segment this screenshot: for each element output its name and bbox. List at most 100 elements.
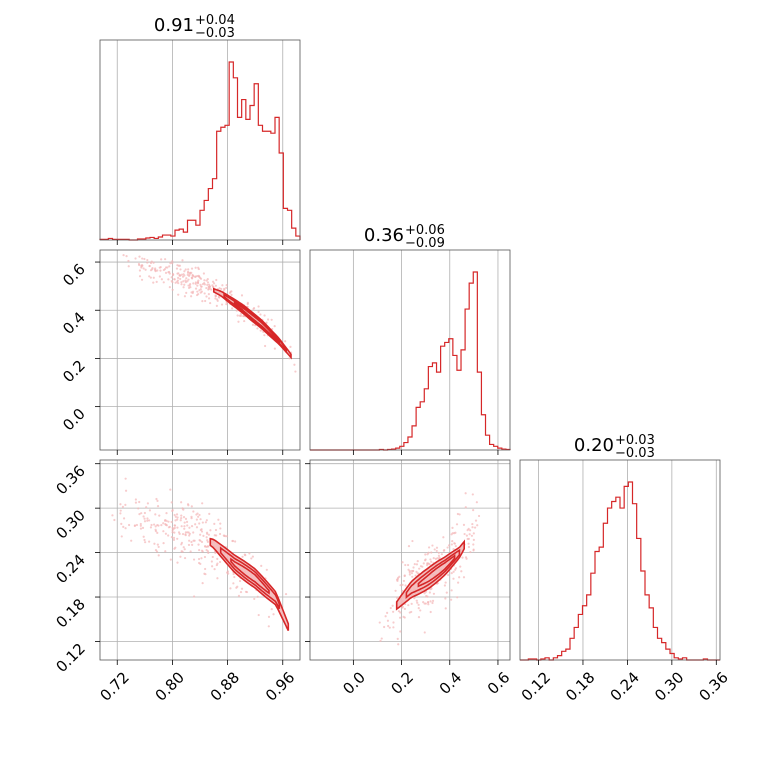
scatter-panel-1-3-sample	[215, 563, 218, 567]
scatter-panel-2-3-sample	[462, 576, 466, 579]
scatter-panel-1-2-sample	[158, 266, 161, 269]
scatter-panel-1-3-sample	[154, 530, 158, 533]
scatter-panel-1-2-sample	[214, 294, 217, 297]
scatter-panel-1-2-sample	[167, 278, 170, 281]
scatter-panel-2-3-sample	[430, 551, 433, 554]
scatter-panel-1-3-frame	[99, 459, 301, 661]
scatter-panel-1-2-sample	[214, 297, 217, 300]
scatter-panel-1-3-sample	[190, 515, 193, 518]
scatter-panel-1-3-sample	[207, 533, 210, 536]
scatter-panel-1-2-sample	[152, 261, 155, 264]
scatter-panel-1-3-sample	[139, 527, 143, 530]
scatter-panel-2-3-sample	[407, 568, 410, 571]
scatter-panel-2-3-sample	[398, 575, 401, 578]
scatter-panel-2-3-sample	[437, 554, 441, 557]
scatter-panel-2-3-sample	[421, 565, 424, 568]
scatter-panel-1-3-sample	[162, 542, 165, 545]
scatter-panel-2-3-sample	[452, 570, 455, 573]
scatter-panel-1-3-sample	[214, 551, 217, 555]
scatter-panel-2-3-sample	[383, 625, 386, 629]
scatter-panel-1-3-sample	[190, 505, 193, 508]
scatter-panel-1-2-sample	[138, 269, 142, 272]
scatter-panel-1-3-sample	[155, 550, 159, 553]
scatter-panel-1-2-sample	[236, 314, 239, 317]
scatter-panel-2-3-sample	[415, 599, 418, 602]
scatter-panel-1-2-sample	[171, 280, 174, 284]
scatter-panel-2-3-sample	[379, 639, 382, 642]
scatter-panel-2-3-sample	[389, 606, 392, 610]
scatter-panel-2-3-sample	[427, 562, 430, 565]
scatter-panel-1-3-sample	[173, 513, 176, 517]
scatter-panel-1-2-sample	[127, 265, 130, 268]
scatter-panel-1-2-sample	[142, 267, 145, 270]
scatter-panel-2-3-sample	[458, 513, 461, 516]
scatter-panel-1-3-ytick-label-4: 0.36	[52, 462, 88, 498]
scatter-panel-2-3-sample	[429, 558, 432, 561]
scatter-panel-2-3-sample	[404, 584, 407, 587]
scatter-panel-1-3-sample	[154, 513, 157, 516]
scatter-panel-1-2-sample	[203, 279, 206, 282]
scatter-panel-1-3-sample	[197, 543, 200, 546]
scatter-panel-1-3-sample	[167, 534, 170, 537]
scatter-panel-1-2-sample	[187, 278, 190, 281]
scatter-panel-1-3-sample	[200, 540, 204, 544]
scatter-panel-1-3-sample	[170, 501, 173, 504]
scatter-panel-1-3-sample	[160, 524, 163, 527]
scatter-panel-1-3-sample	[157, 545, 160, 549]
scatter-panel-1-3-sample	[184, 534, 187, 537]
scatter-panel-2-3-xtick-label-0: 0.0	[339, 668, 369, 698]
scatter-panel-2-3-sample	[430, 560, 433, 563]
scatter-panel-1-3-sample	[217, 518, 220, 521]
scatter-panel-1-2-sample	[265, 321, 268, 324]
scatter-panel-1-3-sample	[206, 540, 209, 543]
scatter-panel-2-3-sample	[436, 557, 439, 560]
scatter-panel-2-3-sample	[417, 616, 421, 619]
scatter-panel-2-3-sample	[472, 538, 475, 541]
scatter-panel-2-3-sample	[410, 610, 413, 614]
scatter-panel-1-3-sample	[173, 547, 176, 550]
scatter-panel-1-3-sample	[192, 510, 195, 513]
scatter-panel-1-3-sample	[188, 539, 191, 542]
scatter-panel-2-3-sample	[467, 542, 470, 545]
scatter-panel-1-3-sample	[127, 523, 131, 527]
scatter-panel-2-3-sample	[403, 607, 407, 611]
scatter-panel-2-3-sample	[459, 565, 462, 568]
scatter-panel-2-3-sample	[472, 549, 475, 552]
scatter-panel-1-3-sample	[146, 502, 150, 505]
scatter-panel-2-3-sample	[408, 573, 411, 576]
scatter-panel-2-3-sample	[446, 546, 449, 549]
scatter-panel-1-2-sample	[205, 286, 208, 290]
scatter-panel-2-3-sample	[418, 567, 421, 570]
scatter-panel-1-2-sample	[182, 273, 185, 276]
scatter-panel-1-3-sample	[171, 531, 174, 534]
scatter-panel-2-3-sample	[450, 589, 453, 592]
scatter-panel-2-3-sample	[425, 594, 428, 598]
scatter-panel-1-2-sample	[190, 276, 194, 279]
scatter-panel-1-3-sample	[122, 525, 125, 528]
title-minus-error: −0.03	[195, 26, 235, 41]
scatter-panel-1-2-sample	[199, 288, 202, 291]
scatter-panel-2-3-sample	[397, 610, 401, 613]
scatter-panel-2-3-sample	[397, 643, 400, 646]
scatter-panel-1-3-xtick-label-2: 0.88	[207, 668, 243, 704]
scatter-panel-1-2-sample	[197, 266, 200, 269]
scatter-panel-1-3-sample	[189, 550, 192, 553]
scatter-panel-1-3-sample	[154, 525, 157, 528]
scatter-panel-1-3-sample	[238, 579, 242, 583]
scatter-panel-1-2-sample	[163, 268, 167, 271]
scatter-panel-1-3-sample	[165, 519, 168, 522]
scatter-panel-2-3-sample	[386, 611, 389, 614]
scatter-panel-1-3-sample	[197, 557, 201, 561]
scatter-panel-1-2-sample	[246, 301, 249, 304]
scatter-panel-1-2-sample	[170, 276, 173, 279]
scatter-panel-2-3-content	[378, 492, 481, 646]
scatter-panel-1-2-sample	[143, 257, 146, 261]
title-median: 0.20	[574, 435, 614, 456]
scatter-panel-1-3-sample	[173, 531, 176, 534]
scatter-panel-1-2-ytick-label-3: 0.6	[59, 260, 89, 290]
scatter-panel-2-3-sample	[414, 574, 417, 577]
scatter-panel-1-3-sample	[199, 518, 202, 521]
scatter-panel-1-3-sample	[232, 572, 235, 576]
histogram-2-frame	[309, 249, 511, 451]
scatter-panel-1-2-contour-2	[223, 293, 287, 354]
